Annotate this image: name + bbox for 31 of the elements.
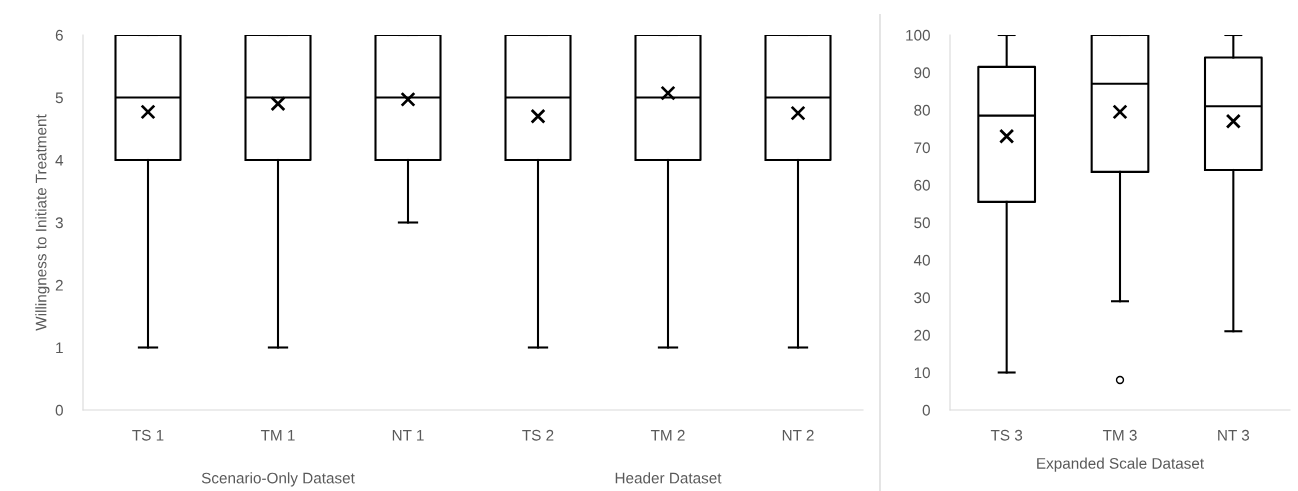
y-tick-label: 70: [914, 142, 930, 154]
y-tick-label: 10: [914, 367, 930, 379]
y-tick-label: 90: [914, 67, 930, 79]
y-tick-label: 50: [914, 217, 930, 229]
text: Header Dataset: [615, 472, 722, 484]
x-tick-label: TS 1: [132, 429, 164, 441]
y-tick-label: 5: [55, 92, 63, 104]
x-tick-label: TS 2: [522, 429, 554, 441]
x-axis-title: Expanded Scale Dataset: [1037, 457, 1204, 472]
y-tick-label: 3: [55, 217, 63, 229]
y-tick-label: 80: [914, 104, 930, 116]
y-tick-label: 6: [55, 29, 63, 41]
x-tick-label: NT 1: [392, 430, 424, 441]
y-tick-label: 100: [906, 29, 930, 41]
y-tick-label: 30: [914, 292, 930, 304]
y-tick-label: 60: [914, 179, 930, 191]
y-tick-label: 4: [55, 155, 64, 166]
y-tick-label: 2: [55, 279, 63, 291]
x-tick-label: TM 2: [650, 429, 685, 441]
y-tick-label: 40: [913, 254, 930, 266]
x-tick-label: TS 3: [990, 429, 1023, 441]
y-tick-label: 0: [922, 404, 930, 416]
y-tick-label: 0: [55, 404, 63, 416]
y-axis-title: Willingness to Initiate Treatment: [35, 114, 50, 331]
y-tick-label: 1: [56, 342, 63, 354]
x-tick-label: TM 3: [1102, 429, 1137, 441]
x-tick-label: NT 2: [782, 429, 814, 441]
x-tick-label: NT 3: [1218, 429, 1250, 441]
y-tick-label: 20: [914, 329, 930, 341]
x-tick-label: TM 1: [260, 430, 295, 441]
text: Scenario-Only Dataset: [201, 472, 355, 487]
